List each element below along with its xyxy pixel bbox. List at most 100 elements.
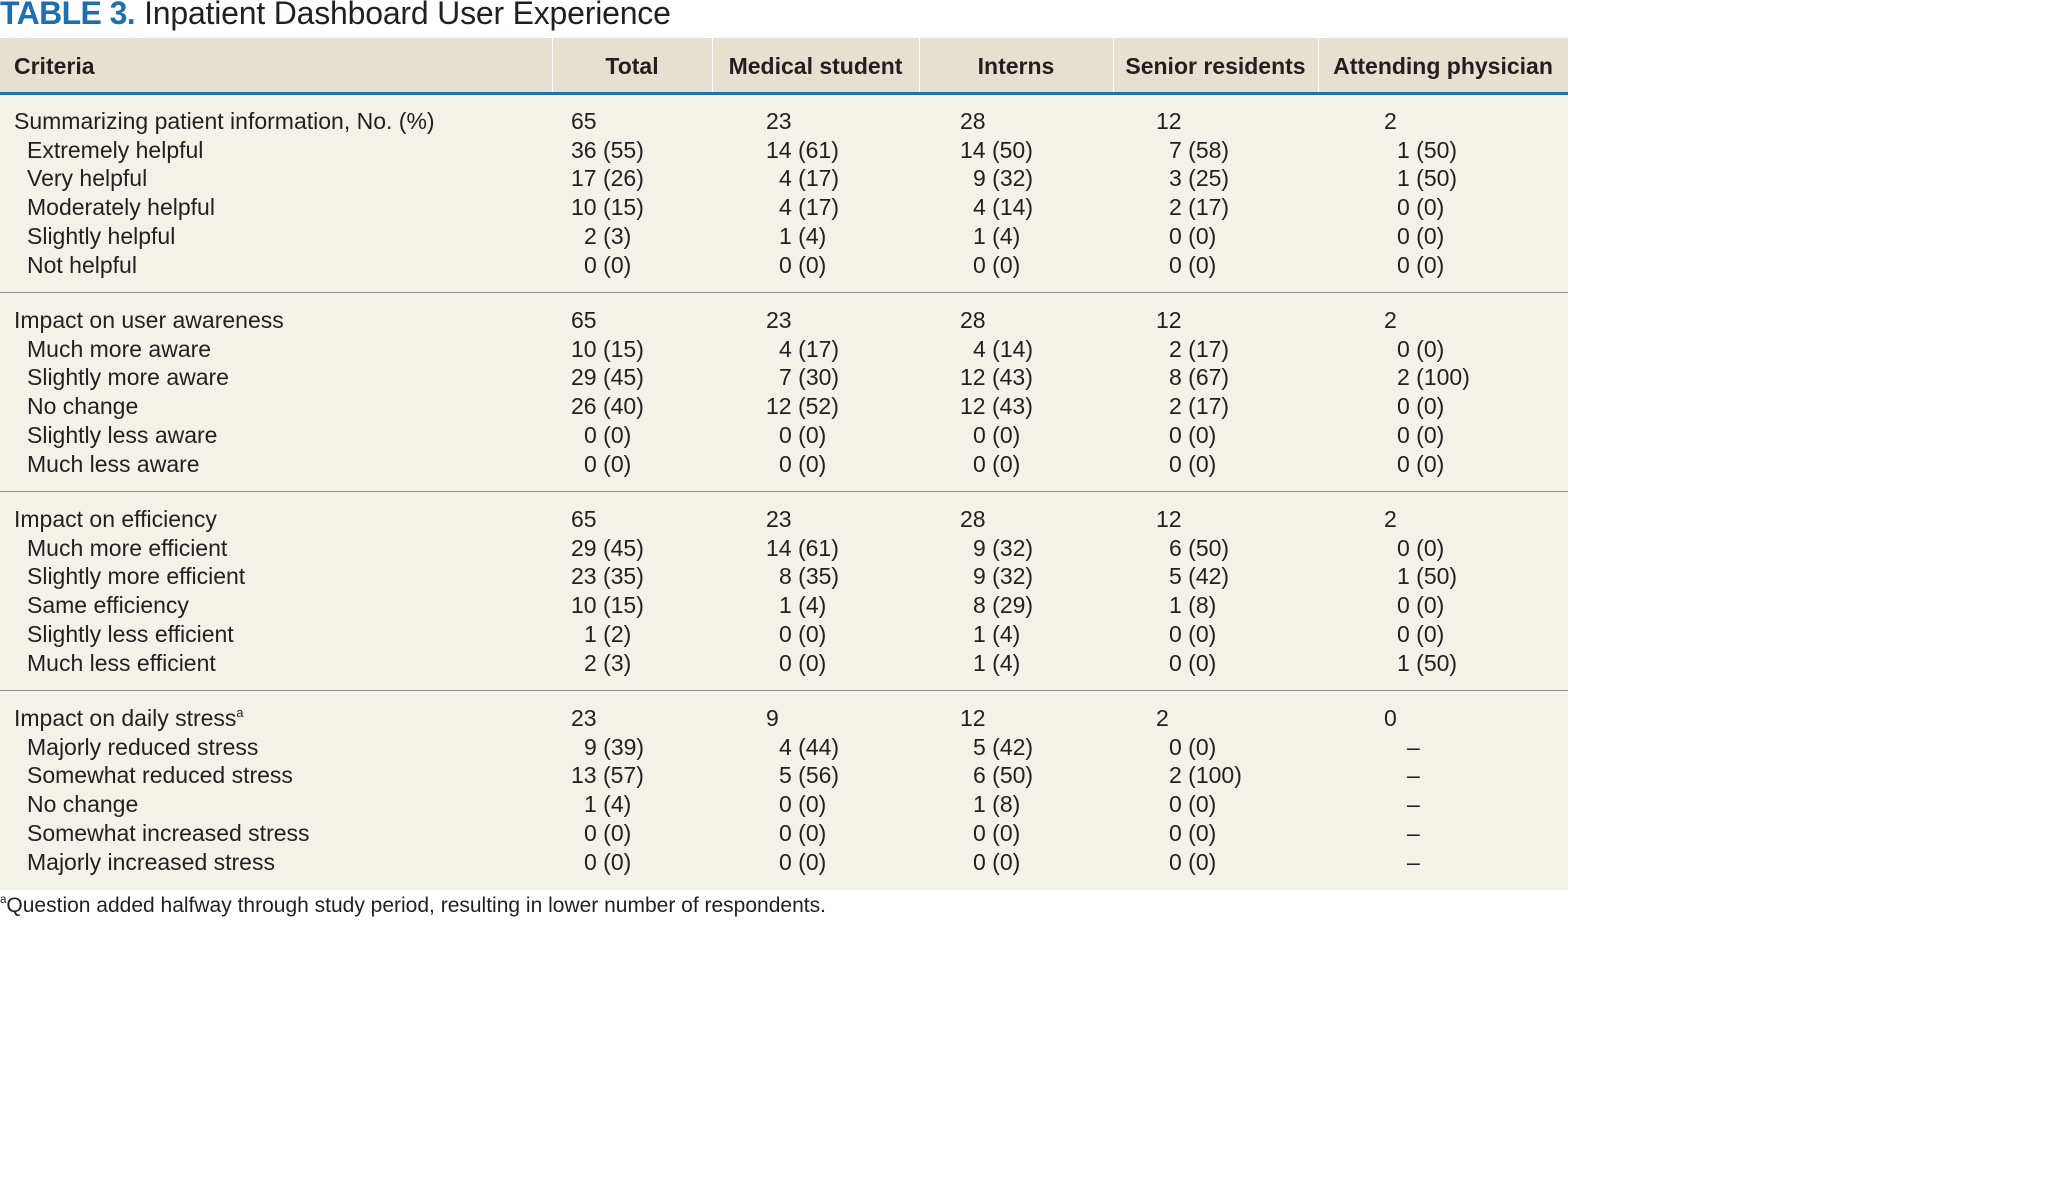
cell-interns: 9 (32) [973, 534, 1034, 561]
cell-medical-student: 0 (0) [779, 791, 827, 818]
criteria-text: Slightly less efficient [27, 620, 234, 647]
cell-attending-physician: 1 (50) [1397, 649, 1458, 676]
criteria-text: Same efficiency [27, 592, 189, 619]
criteria-text: Much more efficient [27, 534, 228, 561]
cell-attending-physician: 2 [1384, 506, 1397, 532]
criteria-response-label: Slightly less aware [27, 421, 217, 450]
cell-medical-student: 0 (0) [779, 848, 827, 875]
cell-interns: 14 (50) [960, 136, 1033, 163]
cell-interns: 28 [960, 506, 986, 532]
criteria-response-label: Slightly helpful [27, 222, 175, 251]
cell-interns: 12 (43) [960, 364, 1033, 391]
header-column-separator [712, 38, 713, 92]
cell-senior-residents: 0 (0) [1169, 251, 1217, 278]
cell-senior-residents: 0 (0) [1169, 421, 1217, 448]
cell-medical-student: 9 [766, 705, 779, 731]
cell-total: 26 (40) [571, 393, 644, 420]
cell-senior-residents: 12 [1156, 307, 1182, 333]
cell-medical-student: 14 (61) [766, 534, 839, 561]
criteria-text: Impact on user awareness [14, 307, 284, 333]
criteria-response-label: Somewhat increased stress [27, 819, 310, 848]
table-number-label: TABLE 3. [0, 0, 136, 31]
header-attending-physician: Attending physician [1333, 53, 1553, 79]
cell-attending-physician: 2 [1384, 108, 1397, 134]
cell-medical-student: 0 (0) [779, 649, 827, 676]
criteria-response-label: Somewhat reduced stress [27, 761, 293, 790]
cell-attending-physician: 0 (0) [1397, 194, 1445, 221]
header-senior-residents: Senior residents [1125, 53, 1306, 79]
cell-senior-residents: 5 (42) [1169, 563, 1230, 590]
cell-interns: 4 (14) [973, 335, 1034, 362]
criteria-text: Slightly less aware [27, 421, 218, 448]
criteria-text: Summarizing patient information, No. (%) [14, 108, 435, 134]
cell-senior-residents: 6 (50) [1169, 534, 1230, 561]
cell-senior-residents: 1 (8) [1169, 592, 1217, 619]
cell-attending-physician: 0 (0) [1397, 450, 1445, 477]
cell-total: 17 (26) [571, 165, 644, 192]
cell-medical-student: 1 (4) [779, 222, 827, 249]
cell-medical-student: 0 (0) [779, 450, 827, 477]
criteria-text: Very helpful [27, 165, 148, 192]
cell-medical-student: 0 (0) [779, 819, 827, 846]
cell-interns: 12 (43) [960, 393, 1033, 420]
cell-attending-physician: 0 (0) [1397, 251, 1445, 278]
header-total: Total [605, 53, 659, 79]
cell-attending-physician: 0 (0) [1397, 421, 1445, 448]
criteria-response-label: Much more aware [27, 335, 211, 364]
criteria-response-label: Majorly reduced stress [27, 733, 258, 762]
cell-total: 1 (2) [584, 620, 632, 647]
cell-senior-residents: 0 (0) [1169, 733, 1217, 760]
cell-total: 36 (55) [571, 136, 644, 163]
cell-senior-residents: 0 (0) [1169, 791, 1217, 818]
cell-medical-student: 14 (61) [766, 136, 839, 163]
cell-interns: 6 (50) [973, 762, 1034, 789]
criteria-response-label: Majorly increased stress [27, 848, 275, 877]
criteria-text: Impact on efficiency [14, 506, 217, 532]
header-interns: Interns [977, 53, 1055, 79]
cell-interns: 28 [960, 108, 986, 134]
cell-total: 13 (57) [571, 762, 644, 789]
cell-medical-student: 4 (17) [779, 335, 840, 362]
cell-attending-physician: 0 (0) [1397, 393, 1445, 420]
header-column-separator [1318, 38, 1319, 92]
cell-total: 9 (39) [584, 733, 645, 760]
criteria-group-heading: Impact on efficiency [14, 505, 217, 534]
criteria-response-label: Slightly more efficient [27, 562, 245, 591]
cell-senior-residents: 2 (17) [1169, 335, 1230, 362]
cell-attending-physician: 2 (100) [1397, 364, 1470, 391]
table-title: TABLE 3. Inpatient Dashboard User Experie… [0, 0, 671, 33]
criteria-text: Somewhat reduced stress [27, 762, 293, 789]
cell-total: 2 (3) [584, 649, 632, 676]
cell-attending-physician: 1 (50) [1397, 563, 1458, 590]
footnote-text: Question added halfway through study per… [6, 894, 826, 917]
criteria-text: No change [27, 393, 139, 420]
header-column-separator [1113, 38, 1114, 92]
criteria-response-label: Extremely helpful [27, 136, 203, 165]
cell-senior-residents: 12 [1156, 108, 1182, 134]
header-column-separator [919, 38, 920, 92]
criteria-text: Somewhat increased stress [27, 819, 310, 846]
cell-attending-physician: – [1407, 819, 1420, 846]
cell-medical-student: 8 (35) [779, 563, 840, 590]
cell-total: 10 (15) [571, 194, 644, 221]
table-footnote: aQuestion added halfway through study pe… [0, 891, 826, 921]
criteria-response-label: Very helpful [27, 164, 147, 193]
cell-senior-residents: 0 (0) [1169, 848, 1217, 875]
group-separator [0, 491, 1568, 492]
footnote-marker: a [0, 894, 7, 907]
cell-senior-residents: 12 [1156, 506, 1182, 532]
cell-medical-student: 0 (0) [779, 421, 827, 448]
cell-senior-residents: 2 (17) [1169, 194, 1230, 221]
cell-total: 23 [571, 705, 597, 731]
cell-senior-residents: 0 (0) [1169, 620, 1217, 647]
cell-total: 1 (4) [584, 791, 632, 818]
cell-medical-student: 1 (4) [779, 592, 827, 619]
cell-attending-physician: 1 (50) [1397, 165, 1458, 192]
cell-senior-residents: 0 (0) [1169, 649, 1217, 676]
group-separator [0, 292, 1568, 293]
criteria-response-label: Moderately helpful [27, 193, 215, 222]
criteria-response-label: No change [27, 790, 138, 819]
cell-interns: 12 [960, 705, 986, 731]
cell-total: 10 (15) [571, 592, 644, 619]
criteria-text: Much more aware [27, 335, 212, 362]
